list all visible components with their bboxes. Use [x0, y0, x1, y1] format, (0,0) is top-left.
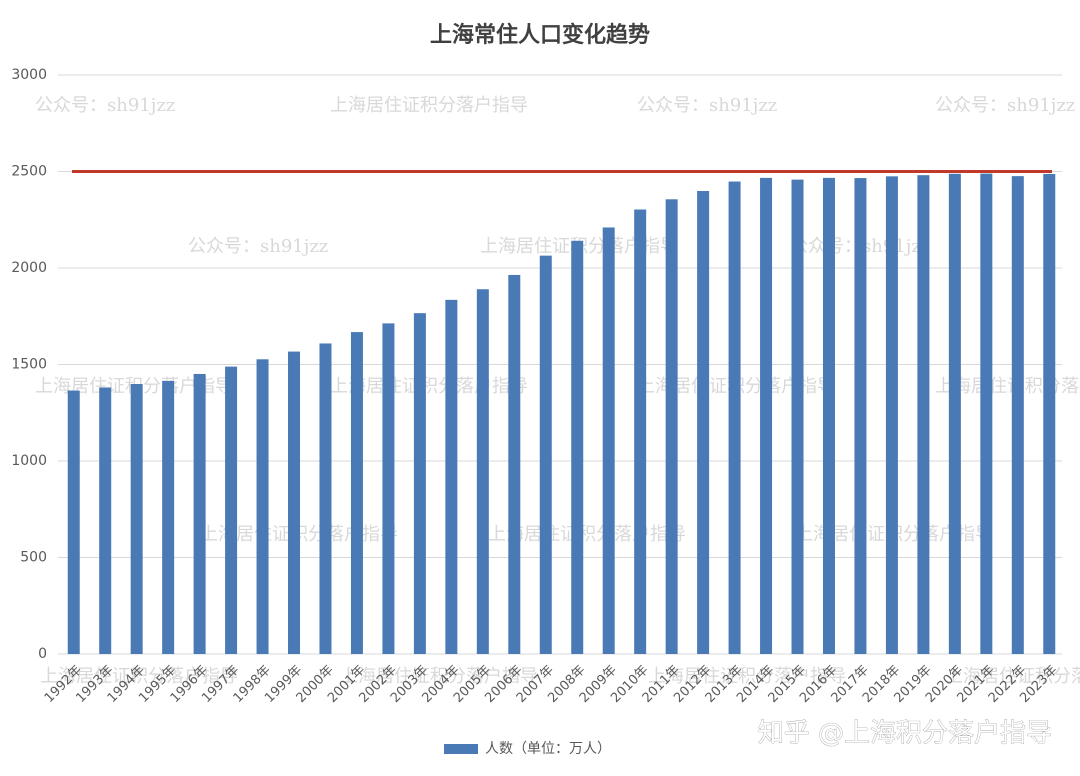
chart-title: 上海常住人口变化趋势	[430, 22, 650, 48]
watermark: 公众号：sh91jzz	[35, 95, 175, 116]
bar	[288, 351, 301, 654]
bar	[571, 240, 584, 655]
bar	[948, 173, 961, 655]
bar	[697, 190, 710, 655]
bar	[917, 175, 930, 655]
bar	[822, 177, 835, 654]
bar	[854, 178, 867, 654]
bar	[539, 255, 552, 654]
watermark: 上海居住证积分落户指导	[330, 95, 528, 116]
bar	[225, 366, 238, 654]
y-tick-label: 3000	[11, 67, 47, 83]
watermark: 公众号：sh91jzz	[637, 95, 777, 116]
bar	[256, 359, 269, 654]
y-tick-label: 500	[20, 550, 47, 566]
bar	[980, 173, 993, 655]
bar	[728, 181, 741, 654]
y-tick-label: 1000	[11, 453, 47, 469]
bar	[162, 380, 175, 654]
legend-swatch	[444, 744, 478, 754]
watermark: 上海居住证积分落户指导	[40, 666, 238, 687]
bar	[1043, 174, 1056, 654]
watermark: 上海居住证积分落户指导	[340, 666, 538, 687]
watermark: 公众号：sh91jzz	[935, 95, 1075, 116]
bar	[476, 289, 489, 654]
bar	[413, 313, 426, 654]
bar	[67, 390, 80, 654]
y-tick-label: 1500	[11, 357, 47, 373]
bar	[508, 274, 521, 654]
y-tick-label: 2500	[11, 164, 47, 180]
bar	[885, 176, 898, 654]
bar	[130, 383, 143, 654]
bar	[445, 299, 458, 654]
watermark: 知乎 @上海积分落户指导	[758, 719, 1052, 749]
bar	[665, 199, 678, 655]
bar	[319, 343, 332, 654]
bar	[791, 179, 804, 654]
watermark: 上海居住证积分落户指导	[945, 666, 1080, 687]
bar	[99, 387, 112, 654]
bar	[760, 177, 773, 654]
legend-label: 人数（单位：万人）	[485, 741, 611, 757]
watermark: 上海居住证积分落户指导	[648, 666, 846, 687]
watermark: 公众号：sh91jzz	[188, 236, 328, 257]
y-tick-label: 2000	[11, 260, 47, 276]
bar	[350, 332, 363, 654]
bar	[634, 209, 647, 654]
y-tick-label: 0	[38, 646, 47, 662]
bar	[193, 373, 206, 654]
bar	[382, 323, 395, 654]
bar	[1011, 176, 1024, 654]
bar	[602, 227, 615, 654]
